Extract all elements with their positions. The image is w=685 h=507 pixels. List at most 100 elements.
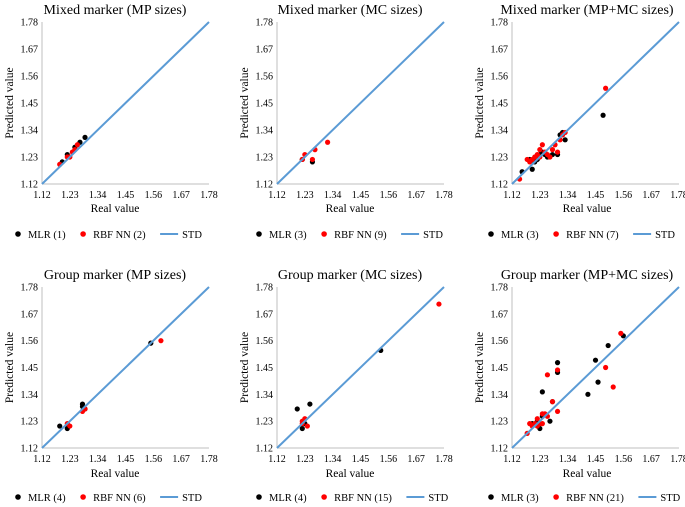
legend-label: STD [423,230,443,241]
y-tick-label: 1.34 [491,126,509,137]
y-axis-label: Predicted value [4,332,16,403]
chart-panel-6: Group marker (MP+MC sizes) 1.121.12 1.23 1.… [474,268,685,504]
x-tick-label: 1.56 [380,190,398,201]
rbf-point [549,147,556,153]
y-axis-label: Predicted value [474,332,486,403]
y-tick-label: 1.45 [256,363,274,374]
x-tick-label: 1.78 [200,190,218,201]
legend-label: STD [660,493,680,504]
x-tick-label: 1.78 [670,190,685,201]
mlr-point [585,391,591,397]
x-tick-label: 1.45 [352,454,370,465]
x-tick-label: 1.45 [587,190,605,201]
std-line [276,21,445,185]
legend-label: MLR (3) [501,230,539,241]
rbf-point [158,338,164,344]
chart-title: Mixed marker (MC sizes) [277,3,422,18]
legend-label: MLR (4) [28,493,66,504]
rbf-point [534,416,540,422]
rbf-point [325,139,331,145]
rbf-point [554,408,561,415]
y-tick-label: 1.67 [256,309,274,320]
rbf-point [603,85,609,91]
chart-title: Mixed marker (MP+MC sizes) [500,3,673,18]
x-tick-label: 1.67 [172,190,190,201]
x-tick-label: 1.34 [89,454,107,465]
x-axis-label: Real value [326,203,375,215]
x-tick-label: 1.12 [268,454,286,465]
y-axis-label: Predicted value [4,67,16,138]
legend-label: RBF NN (9) [334,230,387,241]
legend-rbf-swatch [321,494,327,500]
legend-mlr-swatch [256,231,262,237]
legend-mlr-swatch [15,494,21,500]
chart-title: Mixed marker (MP sizes) [44,3,187,18]
legend-label: RBF NN (15) [334,493,392,504]
rbf-point [74,142,81,148]
y-tick-label: 1.56 [21,72,39,83]
x-tick-label: 1.23 [296,190,314,201]
y-tick-label: 1.12 [491,180,509,191]
y-tick-label: 1.12 [21,444,39,455]
x-tick-label: 1.56 [145,454,163,465]
x-tick-label: 1.45 [117,190,135,201]
y-tick-label: 1.78 [256,283,274,294]
x-tick-label: 1.12 [33,190,51,201]
y-tick-label: 1.56 [21,336,39,347]
y-axis-label: Predicted value [474,67,486,138]
x-tick-label: 1.67 [642,190,660,201]
y-tick-label: 1.78 [491,18,509,29]
y-tick-label: 1.34 [256,390,274,401]
y-tick-label: 1.56 [256,336,274,347]
rbf-point [304,423,310,429]
y-tick-label: 1.45 [491,363,509,374]
rbf-point [549,399,556,405]
rbf-point [603,364,609,371]
std-line [511,21,680,185]
x-tick-label: 1.23 [296,454,314,465]
chart-panel-2: Mixed marker (MC sizes) 1.121.12 1.23 1.23 1… [239,3,453,241]
mlr-point [539,389,545,395]
x-tick-label: 1.78 [200,454,218,465]
std-line [276,286,445,449]
y-axis-label: Predicted value [239,67,251,138]
mlr-point [600,112,606,118]
y-tick-label: 1.34 [21,126,39,137]
legend-label: RBF NN (7) [566,230,619,241]
x-tick-label: 1.23 [531,190,549,201]
x-axis-label: Real value [563,203,612,215]
y-tick-label: 1.23 [256,153,274,164]
mlr-point [554,360,561,366]
y-tick-label: 1.67 [491,45,509,56]
legend-rbf-swatch [321,231,327,237]
x-axis-label: Real value [91,468,140,480]
y-tick-label: 1.78 [256,18,274,29]
chart-title: Group marker (MC sizes) [278,268,423,283]
x-tick-label: 1.56 [615,190,633,201]
chart-title: Group marker (MP sizes) [44,268,187,283]
y-tick-label: 1.12 [491,444,509,455]
x-tick-label: 1.23 [61,454,79,465]
x-tick-label: 1.67 [642,454,660,465]
y-axis-label: Predicted value [239,332,251,403]
mlr-point [82,134,88,140]
y-tick-label: 1.67 [21,45,39,56]
rbf-point [554,367,561,373]
y-tick-label: 1.34 [256,126,274,137]
y-tick-label: 1.78 [21,283,39,294]
mlr-point [592,357,599,363]
y-tick-label: 1.23 [491,153,509,164]
rbf-point [544,372,551,378]
rbf-point [539,142,545,148]
legend-rbf-swatch [80,494,86,500]
rbf-point [67,423,73,429]
rbf-point [618,330,624,336]
x-tick-label: 1.34 [559,454,577,465]
y-tick-label: 1.78 [21,18,39,29]
mlr-point [562,137,568,143]
rbf-point [547,154,553,160]
y-tick-label: 1.12 [256,180,274,191]
x-tick-label: 1.12 [503,190,521,201]
legend-label: STD [428,493,448,504]
